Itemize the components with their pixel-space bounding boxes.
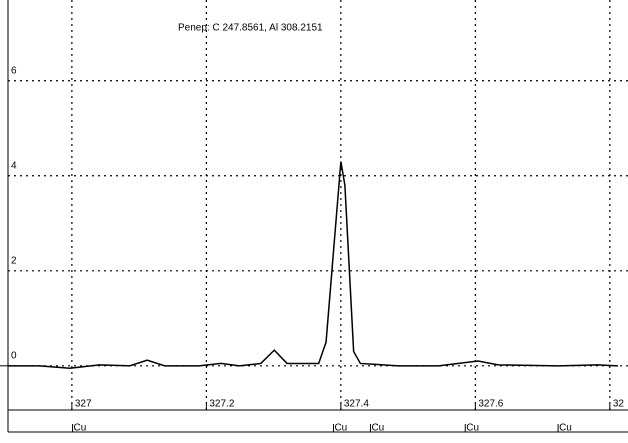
x-tick-label: 327.2	[209, 399, 234, 410]
element-marker-label: Cu	[559, 423, 572, 434]
x-tick-label: 327.4	[344, 399, 369, 410]
x-tick-label: 327.6	[478, 399, 503, 410]
x-tick-label: 32	[613, 399, 625, 410]
element-marker-label: Cu	[74, 423, 87, 434]
chart-title: Penep: C 247.8561, Al 308.2151	[178, 23, 323, 34]
x-tick-label: 327	[75, 399, 92, 410]
y-tick-label: 4	[11, 160, 17, 171]
y-tick-label: 6	[11, 65, 17, 76]
element-marker-label: Cu	[334, 423, 347, 434]
element-marker-label: Cu	[371, 423, 384, 434]
spectrum-line	[8, 161, 618, 369]
element-marker-label: Cu	[466, 423, 479, 434]
y-tick-label: 2	[11, 255, 17, 266]
y-tick-label: 0	[11, 350, 17, 361]
